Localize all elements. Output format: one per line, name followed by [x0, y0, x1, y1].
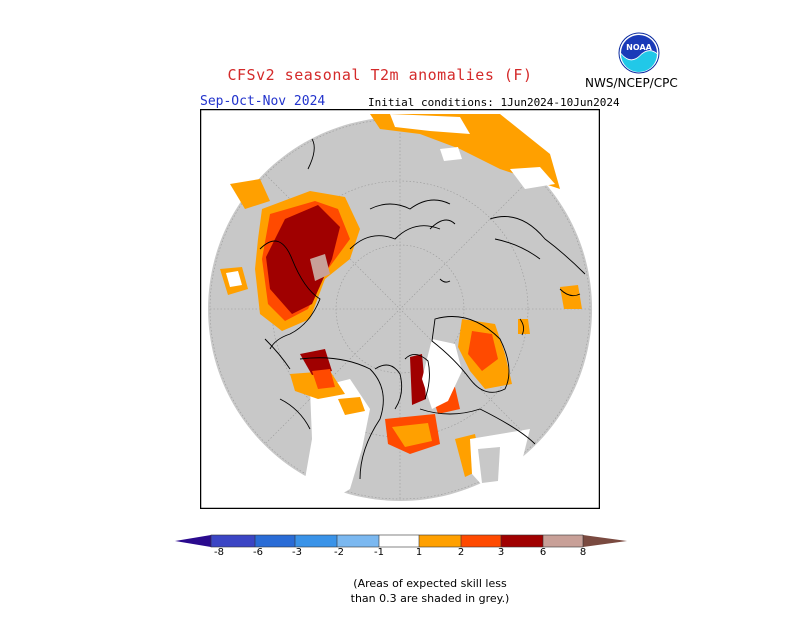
noaa-logo-icon: NOAA [618, 32, 660, 74]
skill-note-line1: (Areas of expected skill less [353, 577, 507, 590]
skill-note: (Areas of expected skill less than 0.3 a… [300, 576, 560, 606]
coastlines [259, 138, 586, 480]
legend-tick-label: -3 [292, 547, 302, 558]
legend-bin-m8-m6 [211, 535, 255, 547]
legend-arrow-high [583, 535, 627, 547]
legend-tick-label: -2 [334, 547, 344, 558]
color-legend [175, 534, 627, 548]
initial-conditions-label: Initial conditions: 1Jun2024-10Jun2024 [368, 96, 620, 109]
agency-label: NWS/NCEP/CPC [585, 76, 678, 90]
outside-domain [200, 109, 600, 509]
season-label: Sep-Oct-Nov 2024 [200, 94, 326, 109]
map-frame [200, 109, 600, 509]
legend-bin-p1-p2 [419, 535, 461, 547]
legend-tick-label: 8 [579, 547, 587, 558]
legend-bin-m3-m2 [295, 535, 337, 547]
legend-bin-p3-p6 [501, 535, 543, 547]
asia-anomaly-region [370, 114, 560, 189]
legend-bin-p2-p3 [461, 535, 501, 547]
map-title: CFSv2 seasonal T2m anomalies (F) [227, 66, 533, 84]
greenland-anomaly-region [422, 285, 582, 409]
noaa-logo-text: NOAA [626, 43, 652, 52]
legend-bin-neutral [379, 535, 419, 547]
legend-bin-p6-p8 [543, 535, 583, 547]
legend-tick-label: 6 [539, 547, 547, 558]
legend-tick-label: -1 [374, 547, 384, 558]
legend-tick-label: -8 [214, 547, 224, 558]
skill-note-line2: than 0.3 are shaded in grey.) [350, 592, 510, 605]
legend-tick-label: 2 [457, 547, 465, 558]
legend-tick-label: -6 [253, 547, 263, 558]
legend-bin-m6-m3 [255, 535, 295, 547]
legend-tick-label: 1 [415, 547, 423, 558]
legend-tick-label: 3 [497, 547, 505, 558]
north-america-anomaly-region [290, 349, 530, 504]
legend-bin-m2-m1 [337, 535, 379, 547]
europe-anomaly-region [220, 179, 360, 331]
legend-arrow-low [175, 535, 211, 547]
polar-anomaly-map [200, 109, 600, 509]
